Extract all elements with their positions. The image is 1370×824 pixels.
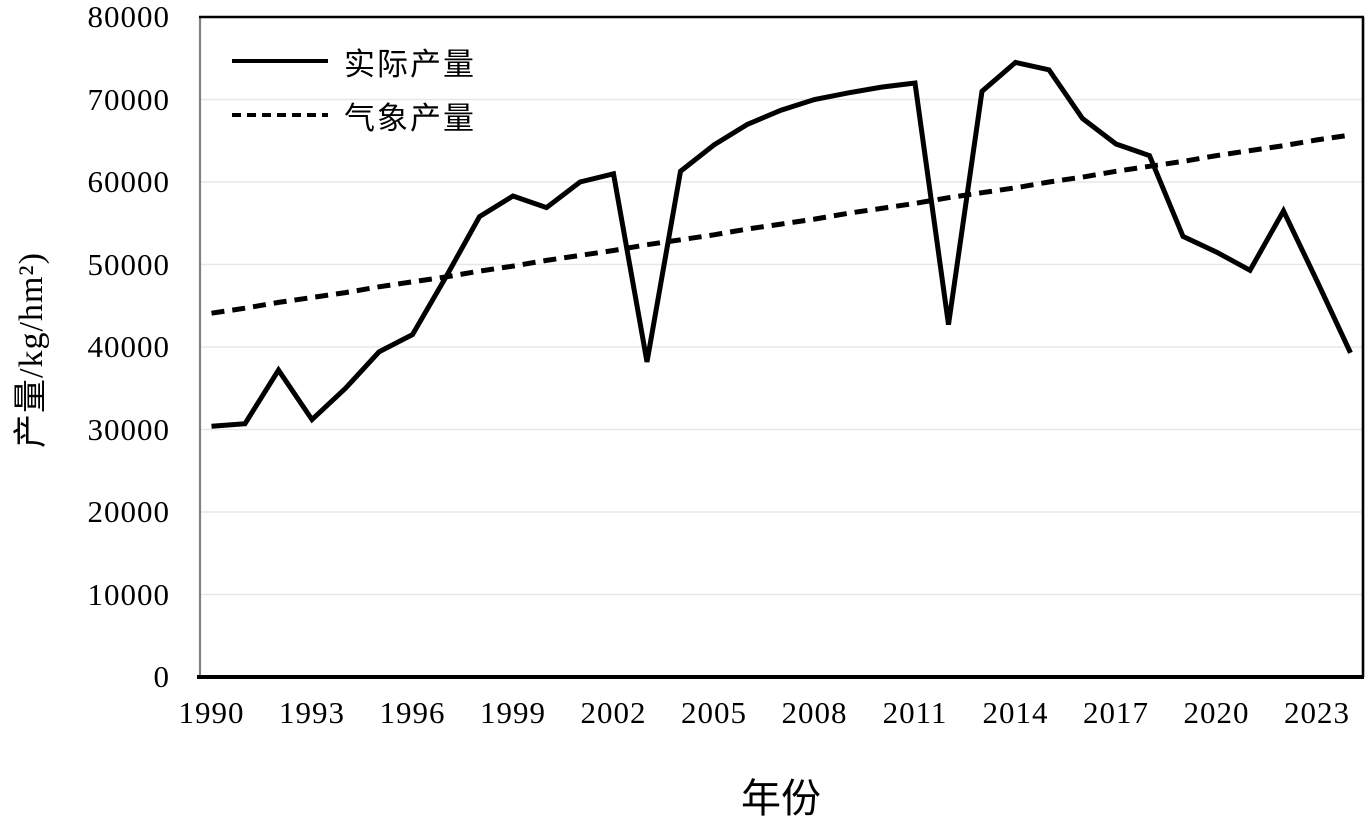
x-tick-label: 2008 — [781, 695, 848, 730]
legend: 实际产量 气象产量 — [232, 34, 476, 142]
y-tick-label: 0 — [153, 659, 170, 694]
legend-label-actual: 实际产量 — [344, 46, 476, 82]
legend-item-actual: 实际产量 — [232, 34, 476, 88]
x-tick-label: 2023 — [1284, 695, 1350, 730]
x-tick-label: 1999 — [480, 695, 546, 730]
legend-item-meteorological: 气象产量 — [232, 88, 476, 142]
legend-line-solid-icon — [232, 59, 328, 63]
x-tick-label: 2002 — [580, 695, 647, 730]
x-tick-label: 1993 — [279, 695, 345, 730]
x-tick-label: 2005 — [681, 695, 747, 730]
legend-label-meteorological: 气象产量 — [344, 100, 476, 136]
y-tick-label: 70000 — [87, 81, 170, 117]
x-tick-label: 2014 — [982, 695, 1049, 730]
y-tick-label: 60000 — [87, 164, 170, 199]
y-axis-title: 产量/kg/hm²) — [13, 252, 50, 448]
legend-line-dashed-icon — [232, 113, 328, 117]
x-axis-title: 年份 — [741, 776, 821, 821]
x-tick-label: 2011 — [882, 695, 948, 730]
y-tick-label: 50000 — [87, 246, 170, 282]
series-line-meteorological — [211, 132, 1351, 316]
y-tick-label: 10000 — [87, 576, 170, 612]
x-tick-label: 1990 — [178, 695, 245, 730]
x-tick-label: 1996 — [379, 695, 446, 730]
y-tick-label: 30000 — [87, 411, 170, 447]
y-tick-label: 20000 — [87, 494, 170, 529]
series-line-actual — [211, 59, 1353, 429]
x-tick-label: 2017 — [1083, 695, 1149, 730]
x-tick-label: 2020 — [1183, 695, 1250, 730]
y-tick-label: 80000 — [87, 0, 170, 34]
y-tick-label: 40000 — [87, 329, 170, 364]
